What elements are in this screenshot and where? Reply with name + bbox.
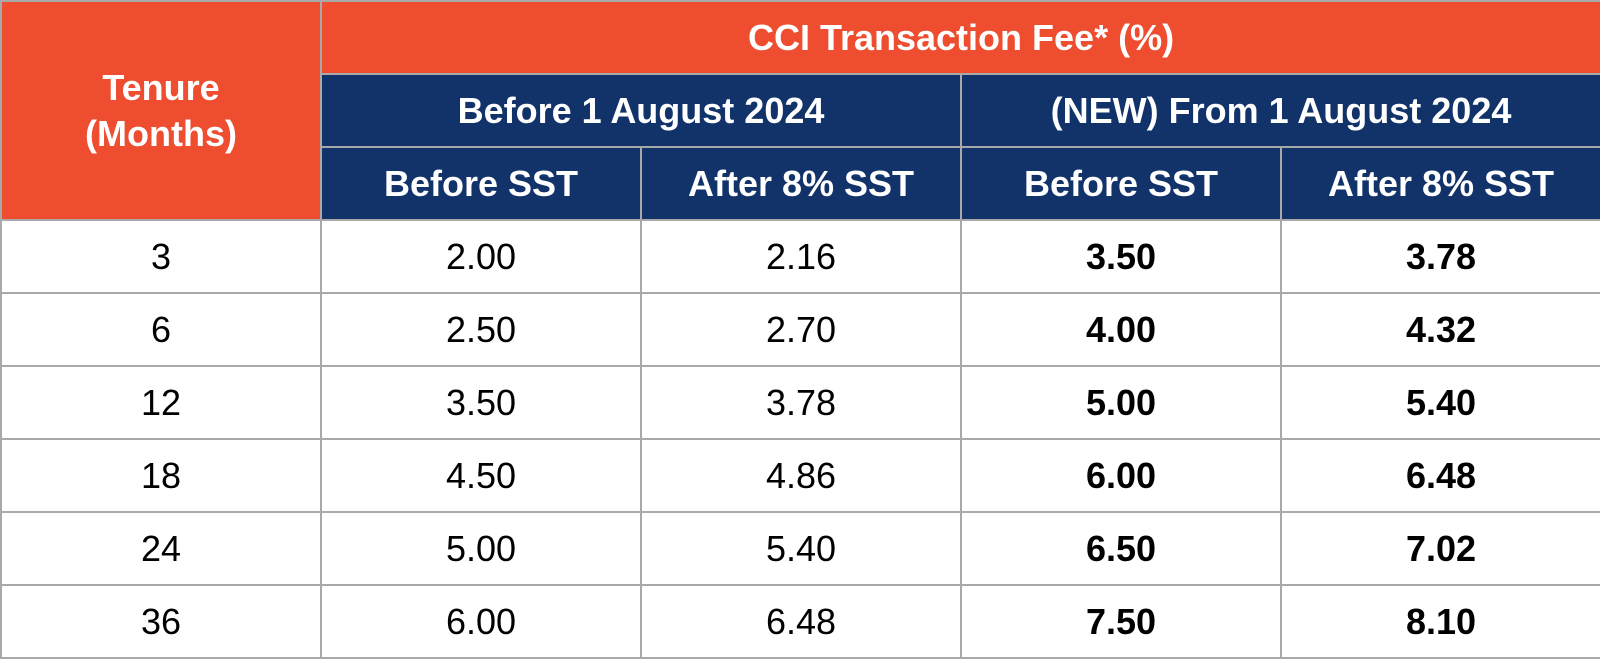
old-before-sst-cell: 2.00 [320, 219, 642, 294]
header-row-period: Before 1 August 2024 (NEW) From 1 August… [1, 73, 1600, 148]
period-before-header: Before 1 August 2024 [320, 73, 962, 148]
new-before-sst-cell: 6.50 [960, 511, 1282, 586]
tenure-cell: 6 [0, 292, 322, 367]
new-after-sst-cell: 7.02 [1279, 511, 1600, 586]
new-after-sst-cell: 4.32 [1279, 292, 1600, 367]
new-before-sst-header: Before SST [960, 146, 1282, 221]
tenure-header-line2: (Months) [85, 112, 237, 154]
table-body: 3 2.00 2.16 3.50 3.78 6 2.50 2.70 4.00 4… [0, 219, 1600, 659]
old-after-sst-cell: 3.78 [640, 365, 962, 440]
tenure-cell: 3 [0, 219, 322, 294]
tenure-cell: 18 [0, 438, 322, 513]
table-row: 12 3.50 3.78 5.00 5.40 [0, 365, 1600, 440]
old-before-sst-cell: 2.50 [320, 292, 642, 367]
table-row: 18 4.50 4.86 6.00 6.48 [0, 438, 1600, 513]
old-before-sst-cell: 5.00 [320, 511, 642, 586]
tenure-header: Tenure (Months) [0, 0, 322, 221]
fee-group-header: CCI Transaction Fee* (%) [319, 0, 1600, 75]
new-after-sst-header: After 8% SST [1279, 146, 1600, 221]
tenure-cell: 24 [0, 511, 322, 586]
table-header: Tenure (Months) CCI Transaction Fee* (%)… [0, 0, 1600, 221]
old-after-sst-cell: 2.16 [640, 219, 962, 294]
old-after-sst-cell: 4.86 [640, 438, 962, 513]
new-before-sst-cell: 4.00 [960, 292, 1282, 367]
table-row: 6 2.50 2.70 4.00 4.32 [0, 292, 1600, 367]
new-after-sst-cell: 5.40 [1279, 365, 1600, 440]
new-before-sst-cell: 6.00 [960, 438, 1282, 513]
period-new-header: (NEW) From 1 August 2024 [959, 73, 1600, 148]
table-row: 3 2.00 2.16 3.50 3.78 [0, 219, 1600, 294]
header-row-top: Tenure (Months) CCI Transaction Fee* (%) [0, 0, 1600, 221]
old-after-sst-cell: 2.70 [640, 292, 962, 367]
tenure-header-line1: Tenure [102, 66, 220, 108]
header-row-sst: Before SST After 8% SST Before SST After… [1, 146, 1600, 221]
table-row: 36 6.00 6.48 7.50 8.10 [0, 584, 1600, 659]
new-after-sst-cell: 3.78 [1279, 219, 1600, 294]
old-before-sst-header: Before SST [320, 146, 642, 221]
old-after-sst-header: After 8% SST [640, 146, 962, 221]
old-after-sst-cell: 5.40 [640, 511, 962, 586]
new-before-sst-cell: 3.50 [960, 219, 1282, 294]
new-before-sst-cell: 5.00 [960, 365, 1282, 440]
old-before-sst-cell: 3.50 [320, 365, 642, 440]
tenure-cell: 36 [0, 584, 322, 659]
old-before-sst-cell: 4.50 [320, 438, 642, 513]
old-before-sst-cell: 6.00 [320, 584, 642, 659]
new-before-sst-cell: 7.50 [960, 584, 1282, 659]
new-after-sst-cell: 8.10 [1279, 584, 1600, 659]
new-after-sst-cell: 6.48 [1279, 438, 1600, 513]
old-after-sst-cell: 6.48 [640, 584, 962, 659]
table-row: 24 5.00 5.40 6.50 7.02 [0, 511, 1600, 586]
tenure-cell: 12 [0, 365, 322, 440]
